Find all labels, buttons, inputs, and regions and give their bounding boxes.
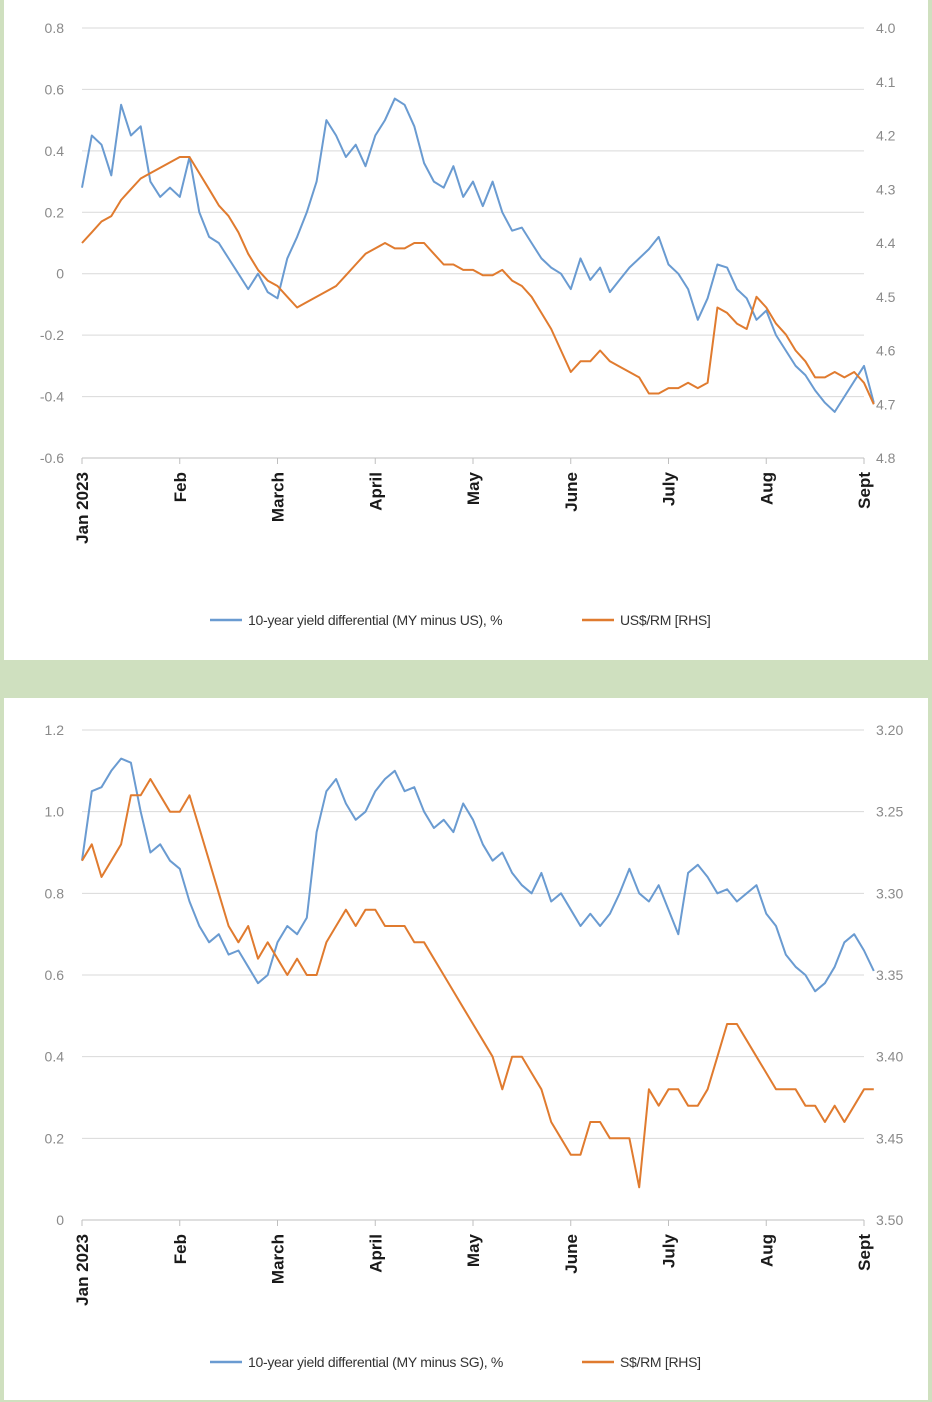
- month-label: Jan 2023: [73, 1234, 92, 1306]
- right-tick-label: 4.5: [876, 289, 896, 305]
- right-tick-label: 3.25: [876, 804, 903, 820]
- month-label: April: [366, 472, 385, 511]
- chart-top: 0.8 0.6 0.4 0.2 0 -0.2 -0.4 -0.6 4.0 4.1 4.2 4.3 4.4…: [40, 20, 896, 628]
- chart-panel-bottom: 1.2 1.0 0.8 0.6 0.4 0.2 0 3.20 3.25 3.30 3.35 3.40 3…: [4, 698, 928, 1400]
- month-label: Feb: [171, 1234, 190, 1264]
- month-label: June: [562, 472, 581, 512]
- month-label: July: [660, 471, 679, 506]
- right-tick-label: 3.40: [876, 1049, 903, 1065]
- legend-label: 10-year yield differential (MY minus SG)…: [248, 1354, 503, 1370]
- month-label: Jan 2023: [73, 472, 92, 544]
- month-label: March: [269, 1234, 288, 1284]
- left-tick-label: -0.4: [40, 389, 64, 405]
- month-label: Aug: [757, 472, 776, 505]
- month-label: Feb: [171, 472, 190, 502]
- right-tick-label: 3.30: [876, 885, 903, 901]
- left-tick-label: 0.8: [45, 20, 65, 36]
- right-tick-label: 4.1: [876, 74, 896, 90]
- right-tick-label: 3.50: [876, 1212, 903, 1228]
- left-tick-label: 1.0: [45, 804, 65, 820]
- left-tick-label: 0.4: [45, 143, 65, 159]
- right-tick-label: 4.0: [876, 20, 896, 36]
- left-tick-label: 0.2: [45, 204, 65, 220]
- left-tick-label: 0.4: [45, 1049, 65, 1065]
- month-label: May: [464, 471, 483, 505]
- right-tick-label: 4.2: [876, 128, 896, 144]
- right-tick-label: 3.20: [876, 722, 903, 738]
- right-tick-label: 4.4: [876, 235, 896, 251]
- right-tick-label: 3.45: [876, 1130, 903, 1146]
- left-tick-label: 0.6: [45, 81, 65, 97]
- right-tick-label: 4.3: [876, 181, 896, 197]
- month-label: April: [366, 1234, 385, 1273]
- right-tick-label: 3.35: [876, 967, 903, 983]
- right-tick-label: 4.8: [876, 450, 896, 466]
- series-line-yield-differential: [81, 757, 875, 993]
- legend-label: US$/RM [RHS]: [620, 612, 711, 628]
- left-tick-label: 0.2: [45, 1130, 65, 1146]
- left-tick-label: 0: [56, 266, 64, 282]
- month-label: July: [660, 1233, 679, 1268]
- left-tick-label: 0.6: [45, 967, 65, 983]
- left-tick-label: 0: [56, 1212, 64, 1228]
- month-label: Sept: [855, 1234, 874, 1271]
- month-label: Aug: [757, 1234, 776, 1267]
- legend-label: 10-year yield differential (MY minus US)…: [248, 612, 502, 628]
- left-tick-label: 0.8: [45, 885, 65, 901]
- legend-label: S$/RM [RHS]: [620, 1354, 701, 1370]
- chart-bottom: 1.2 1.0 0.8 0.6 0.4 0.2 0 3.20 3.25 3.30 3.35 3.40 3…: [45, 722, 904, 1370]
- series-line-exchange-rate: [81, 156, 875, 405]
- left-tick-label: -0.6: [40, 450, 64, 466]
- month-label: May: [464, 1233, 483, 1267]
- left-tick-label: 1.2: [45, 722, 65, 738]
- chart-panel-top: 0.8 0.6 0.4 0.2 0 -0.2 -0.4 -0.6 4.0 4.1 4.2 4.3 4.4…: [4, 0, 928, 660]
- month-label: June: [562, 1234, 581, 1274]
- series-line-exchange-rate: [81, 778, 874, 1189]
- right-tick-label: 4.7: [876, 396, 896, 412]
- month-label: March: [269, 472, 288, 522]
- series-line-yield-differential: [81, 97, 875, 413]
- right-tick-label: 4.6: [876, 343, 896, 359]
- month-label: Sept: [855, 472, 874, 509]
- left-tick-label: -0.2: [40, 327, 64, 343]
